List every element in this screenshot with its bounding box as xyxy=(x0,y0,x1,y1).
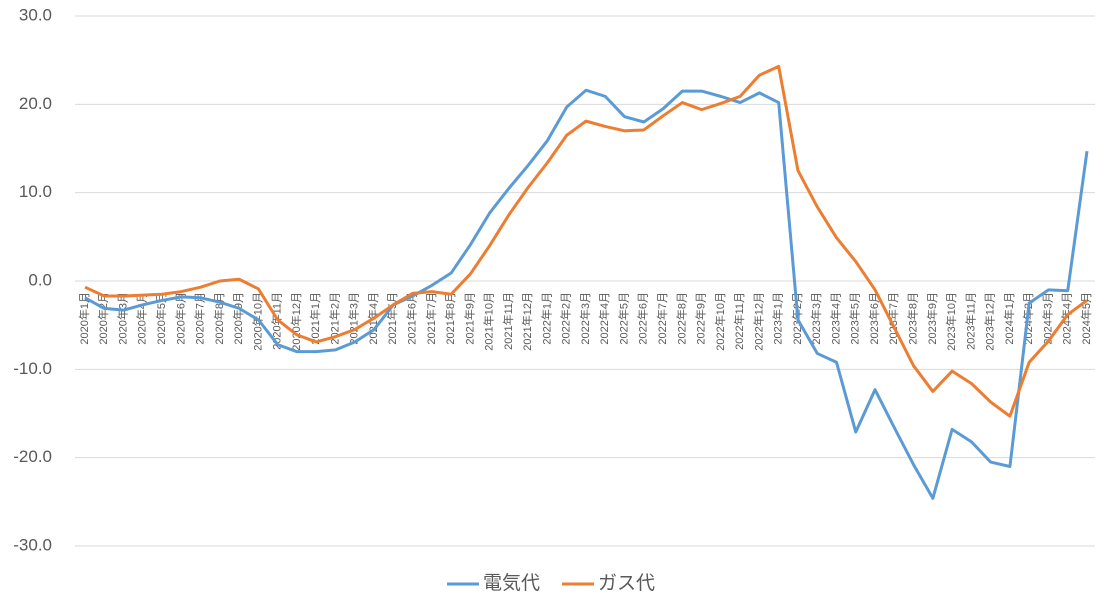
x-tick-label: 2020年2月 xyxy=(96,292,110,345)
x-tick-label: 2021年9月 xyxy=(462,292,476,345)
x-tick-label: 2024年1月 xyxy=(1002,292,1016,345)
x-tick-label: 2023年9月 xyxy=(925,292,939,345)
x-tick-label: 2022年10月 xyxy=(713,292,727,351)
x-tick-label: 2022年9月 xyxy=(694,292,708,345)
x-tick-label: 2022年11月 xyxy=(732,292,746,350)
x-tick-label: 2020年11月 xyxy=(270,292,284,350)
x-tick-label: 2021年7月 xyxy=(424,292,438,345)
x-tick-label: 2021年5月 xyxy=(385,292,399,345)
x-tick-label: 2022年1月 xyxy=(539,292,553,345)
x-tick-label: 2020年10月 xyxy=(250,292,264,351)
x-tick-label: 2021年12月 xyxy=(520,292,534,351)
x-tick-label: 2022年3月 xyxy=(578,292,592,345)
x-tick-label: 2022年7月 xyxy=(655,292,669,345)
y-tick-label: 30.0 xyxy=(19,5,52,24)
x-tick-label: 2021年8月 xyxy=(443,292,457,345)
x-tick-label: 2020年12月 xyxy=(289,292,303,351)
x-tick-label: 2023年1月 xyxy=(771,292,785,345)
y-tick-label: -10.0 xyxy=(13,359,52,378)
x-tick-label: 2022年5月 xyxy=(616,292,630,345)
series-line xyxy=(84,64,1088,418)
y-tick-label: 20.0 xyxy=(19,94,52,113)
x-tick-label: 2022年6月 xyxy=(636,292,650,345)
y-tick-label: 10.0 xyxy=(19,182,52,201)
x-tick-label: 2023年11月 xyxy=(963,292,977,350)
x-tick-label: 2020年8月 xyxy=(212,292,226,345)
x-tick-label: 2020年1月 xyxy=(77,292,91,345)
x-tick-label: 2021年10月 xyxy=(482,292,496,351)
x-tick-label: 2023年10月 xyxy=(944,292,958,351)
x-tick-label: 2020年5月 xyxy=(154,292,168,345)
x-tick-label: 2020年6月 xyxy=(173,292,187,345)
x-tick-label: 2023年4月 xyxy=(828,292,842,345)
x-tick-label: 2021年2月 xyxy=(327,292,341,345)
x-tick-label: 2023年3月 xyxy=(809,292,823,345)
x-tick-label: 2021年6月 xyxy=(404,292,418,345)
legend: 電気代 ガス代 xyxy=(447,572,655,594)
y-tick-label: -30.0 xyxy=(13,535,52,554)
x-tick-label: 2022年4月 xyxy=(597,292,611,345)
x-tick-label: 2020年9月 xyxy=(231,292,245,345)
x-tick-label: 2023年6月 xyxy=(867,292,881,345)
x-tick-label: 2023年5月 xyxy=(848,292,862,345)
series-line xyxy=(84,88,1089,500)
x-tick-label: 2020年7月 xyxy=(193,292,207,345)
x-tick-label: 2022年2月 xyxy=(559,292,573,345)
x-tick-label: 2022年12月 xyxy=(751,292,765,351)
x-tick-label: 2020年4月 xyxy=(135,292,149,345)
legend-label: ガス代 xyxy=(598,572,655,594)
x-tick-label: 2023年8月 xyxy=(905,292,919,345)
x-tick-label: 2022年8月 xyxy=(674,292,688,345)
x-tick-label: 2020年3月 xyxy=(115,292,129,345)
y-tick-label: -20.0 xyxy=(13,447,52,466)
x-tick-label: 2021年11月 xyxy=(501,292,515,350)
x-tick-label: 2024年3月 xyxy=(1040,292,1054,345)
x-tick-label: 2021年3月 xyxy=(347,292,361,345)
x-tick-label: 2021年1月 xyxy=(308,292,322,345)
x-tick-label: 2023年12月 xyxy=(983,292,997,351)
legend-label: 電気代 xyxy=(483,572,540,594)
y-tick-label: 0.0 xyxy=(28,270,52,289)
